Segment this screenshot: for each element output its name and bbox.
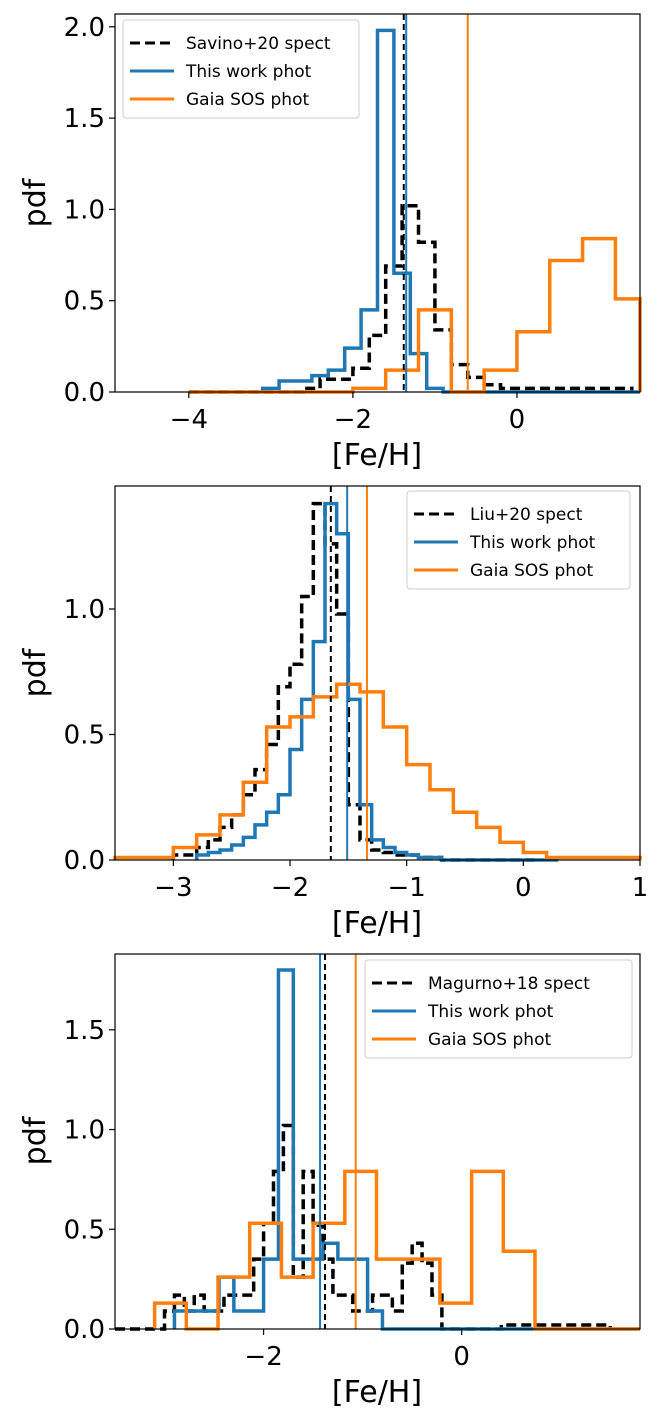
legend-label-gaia: Gaia SOS phot <box>428 1030 551 1050</box>
x-tick-label: 0 <box>453 1342 470 1372</box>
panel-3-xlabel: [Fe/H] <box>332 1375 422 1410</box>
panel-1-ylabel: pdf <box>18 177 53 227</box>
legend-box <box>406 490 631 590</box>
y-tick-label: 0.5 <box>64 1215 105 1245</box>
legend-box <box>122 19 360 119</box>
panel-2-xlabel: [Fe/H] <box>332 906 422 941</box>
y-tick-label: 1.5 <box>64 104 105 134</box>
y-tick-label: 1.0 <box>64 1116 105 1146</box>
panel-3: −2 0 0.0 0.5 1.0 1.5 pdf [Fe/H] Magurno+18 s… <box>18 953 641 1410</box>
panel-3-ylabel: pdf <box>18 1115 53 1165</box>
panel-2-legend: Liu+20 spect This work phot Gaia SOS pho… <box>406 490 631 590</box>
x-tick-label: −4 <box>170 405 208 435</box>
x-tick-label: 0 <box>509 405 526 435</box>
panel-1-xlabel: [Fe/H] <box>332 438 422 473</box>
panel-3-xticks: −2 0 <box>244 1329 470 1372</box>
panel-2: −3 −2 −1 0 1 0.0 0.5 1.0 pdf [Fe/H] Liu+20 spe… <box>18 485 648 941</box>
legend-label-gaia: Gaia SOS phot <box>186 90 309 110</box>
histogram-magurno-18-spect <box>115 1123 613 1331</box>
y-tick-label: 0.5 <box>64 720 105 750</box>
x-tick-label: −2 <box>244 1342 282 1372</box>
legend-label-spect: Liu+20 spect <box>470 505 583 525</box>
legend-box <box>364 959 633 1059</box>
y-tick-label: 1.5 <box>64 1016 105 1046</box>
y-tick-label: 1.0 <box>64 195 105 225</box>
legend-label-this-work: This work phot <box>185 62 312 82</box>
y-tick-label: 0.5 <box>64 287 105 317</box>
x-tick-label: −1 <box>388 873 426 903</box>
panel-1-legend: Savino+20 spect This work phot Gaia SOS … <box>122 19 360 119</box>
legend-label-this-work: This work phot <box>469 533 596 553</box>
panel-1-xticks: −4 −2 0 <box>170 392 526 435</box>
x-tick-label: 0 <box>515 873 532 903</box>
x-tick-label: −3 <box>154 873 192 903</box>
panel-3-frame <box>114 953 641 1330</box>
x-tick-label: −2 <box>334 405 372 435</box>
legend-label-gaia: Gaia SOS phot <box>470 561 593 581</box>
panel-2-xticks: −3 −2 −1 0 1 <box>154 860 648 903</box>
panel-3-yticks: 0.0 0.5 1.0 1.5 <box>64 1016 115 1345</box>
y-tick-label: 0.0 <box>64 846 105 876</box>
legend-label-spect: Savino+20 spect <box>186 34 331 54</box>
y-tick-label: 2.0 <box>64 13 105 43</box>
panel-3-legend: Magurno+18 spect This work phot Gaia SOS… <box>364 959 633 1059</box>
histogram-gaia-sos-phot <box>152 1169 640 1331</box>
panel-1: −4 −2 0 0.0 0.5 1.0 1.5 2.0 pdf [Fe/H] Savino+… <box>18 13 642 473</box>
y-tick-label: 0.0 <box>64 378 105 408</box>
panel-2-yticks: 0.0 0.5 1.0 <box>64 595 115 876</box>
panel-1-yticks: 0.0 0.5 1.0 1.5 2.0 <box>64 13 115 408</box>
legend-label-this-work: This work phot <box>427 1002 554 1022</box>
panel-2-ylabel: pdf <box>18 647 53 697</box>
histogram-gaia-sos-phot <box>188 236 642 394</box>
panel-1-frame <box>114 13 641 393</box>
y-tick-label: 1.0 <box>64 595 105 625</box>
x-tick-label: 1 <box>632 873 649 903</box>
panel-2-frame <box>114 485 641 861</box>
x-tick-label: −2 <box>271 873 309 903</box>
legend-label-spect: Magurno+18 spect <box>428 974 590 994</box>
histogram-gaia-sos-phot <box>113 682 642 860</box>
y-tick-label: 0.0 <box>64 1315 105 1345</box>
